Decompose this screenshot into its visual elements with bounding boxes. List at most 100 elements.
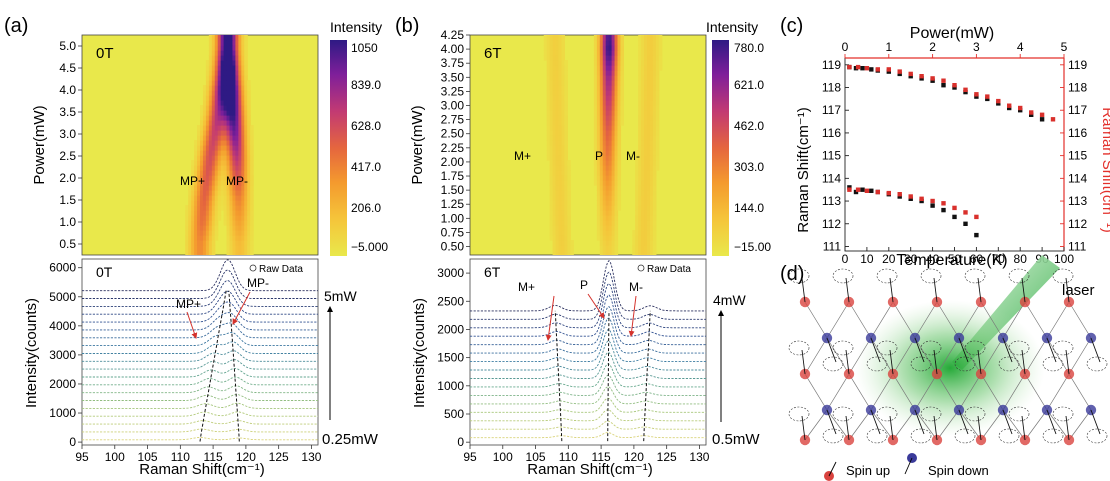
heatmap-cell [211, 200, 216, 206]
heatmap-cell [655, 125, 660, 131]
scatter-point [855, 187, 861, 192]
heatmap-cell [658, 40, 663, 46]
scatter-point [1029, 112, 1034, 117]
y-tick-label: 6000 [49, 261, 76, 275]
heatmap-cell [220, 50, 225, 56]
heatmap-cell [250, 185, 254, 191]
heatmap-cell [611, 105, 616, 111]
heatmap-cell [605, 130, 610, 136]
heatmap-cell [194, 150, 198, 156]
heatmap-cell [546, 105, 551, 111]
heatmap-cell [223, 120, 228, 126]
heatmap-cell [593, 95, 598, 101]
heatmap-cell [620, 95, 624, 101]
heatmap-cell [614, 35, 619, 41]
x-tick-label: 115 [204, 450, 223, 464]
heatmap-cell [608, 230, 613, 236]
heatmap-cell [552, 80, 557, 86]
heatmap-cell [220, 130, 225, 136]
heatmap-cell [238, 145, 242, 151]
heatmap-cell [635, 240, 639, 246]
colorbar-tick-label: 462.0 [734, 119, 764, 133]
heatmap-cell [211, 175, 216, 181]
heatmap-cell [238, 155, 242, 161]
heatmap-cell [620, 110, 624, 116]
heatmap-cell [564, 205, 568, 211]
lattice-bond [936, 301, 960, 339]
heatmap-cell [241, 125, 245, 131]
scatter-point [1007, 103, 1012, 108]
heatmap-cell [202, 160, 207, 166]
heatmap-cell [200, 220, 204, 226]
heatmap-cell [202, 165, 207, 171]
heatmap-cell [552, 155, 557, 161]
heatmap-cell [223, 135, 228, 141]
y-tick-label: 1.0 [59, 215, 76, 229]
spin-precession [1086, 356, 1108, 372]
heatmap-cell [593, 170, 598, 176]
heatmap-cell [549, 90, 554, 96]
heatmap-cell [638, 175, 642, 181]
heatmap-cell [611, 230, 616, 236]
heatmap-cell [552, 105, 557, 111]
heatmap-cell [226, 120, 231, 126]
heatmap-cell [620, 65, 624, 71]
heatmap-cell [561, 105, 565, 111]
heatmap-cell [552, 40, 557, 46]
heatmap-cell [226, 230, 231, 236]
heatmap-cell [649, 220, 654, 226]
heatmap-cell [655, 105, 660, 111]
spin-vector [1065, 415, 1070, 441]
heatmap-cell [647, 145, 651, 151]
spin-vector [1021, 415, 1026, 441]
heatmap-cell [229, 160, 234, 166]
heatmap-cell [599, 55, 604, 61]
heatmap-cell [652, 200, 657, 206]
heatmap-cell [552, 120, 557, 126]
lattice-bond [804, 301, 828, 339]
heatmap-cell [605, 195, 610, 201]
heatmap-cell [608, 240, 613, 246]
heatmap-cell [647, 110, 651, 116]
spectrum-trace [82, 402, 318, 409]
heatmap-cell [226, 65, 231, 71]
heatmap-cell [185, 225, 189, 231]
heatmap-cell [244, 240, 248, 246]
heatmap-cell [238, 175, 242, 181]
heatmap-cell [555, 195, 560, 201]
heatmap-cell [617, 100, 622, 106]
heatmap-cell [235, 140, 239, 146]
heatmap-cell [649, 195, 654, 201]
heatmap-cell [202, 230, 207, 236]
heatmap-cell [617, 70, 622, 76]
heatmap-cell [638, 170, 642, 176]
heatmap-cell [620, 85, 624, 91]
heatmap-cell [188, 190, 192, 196]
heatmap-cell [217, 40, 222, 46]
heatmap-cell [652, 120, 657, 126]
scatter-point [952, 83, 957, 88]
colorbar-tick-label: 1050 [351, 41, 378, 55]
heatmap-cell [229, 150, 234, 156]
heatmap-cell [200, 140, 204, 146]
heatmap-cell [558, 135, 563, 141]
heatmap-cell [558, 150, 563, 156]
heatmap-cell [185, 205, 189, 211]
heatmap-cell [567, 200, 571, 206]
scatter-point [1039, 112, 1045, 117]
heatmap-cell [229, 190, 234, 196]
heatmap-cell [608, 65, 613, 71]
heatmap-cell [644, 165, 648, 171]
heatmap-cell [211, 195, 216, 201]
heatmap-cell [232, 130, 236, 136]
heatmap-cell [596, 60, 601, 66]
scatter-points [847, 64, 1056, 238]
heatmap-cell [197, 180, 201, 186]
arrow-m-plus [545, 295, 555, 341]
heatmap-ylabel: Power(mW) [31, 105, 48, 184]
lattice-bond [870, 301, 894, 339]
heatmap-cell [605, 145, 610, 151]
spin-vector [870, 409, 881, 435]
heatmap-cell [202, 130, 207, 136]
